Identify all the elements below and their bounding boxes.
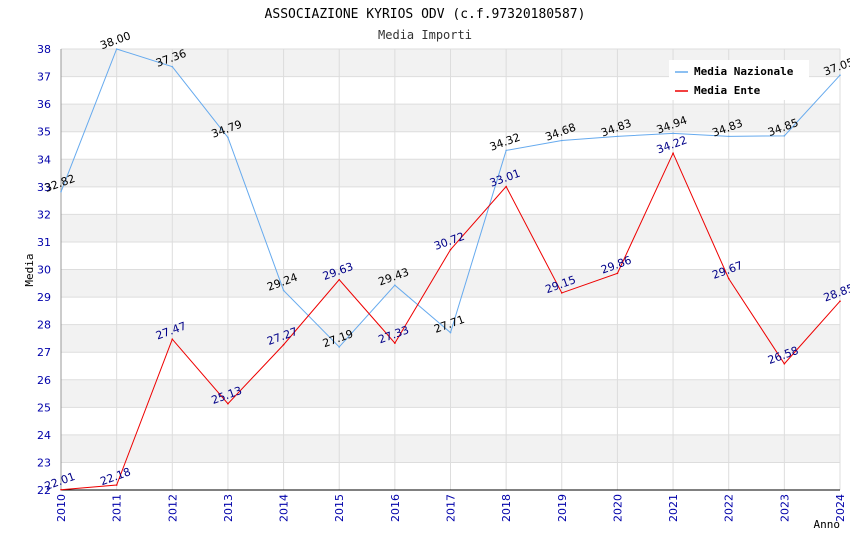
x-axis-ticks: 2010 2011 2012 2013 2014 2015 2016 2017 2018 2019… [55, 494, 847, 522]
data-point-media-nazionale [616, 135, 619, 138]
y-tick-label: 37 [37, 71, 51, 84]
y-tick-label: 34 [37, 153, 51, 166]
x-tick-label: 2012 [166, 494, 179, 522]
x-tick-label: 2018 [500, 494, 513, 522]
data-point-media-nazionale [839, 74, 841, 76]
y-tick-label: 38 [37, 43, 51, 56]
data-point-media-nazionale [505, 149, 507, 152]
data-point-media-nazionale [727, 135, 730, 138]
data-point-media-ente [727, 277, 730, 280]
data-point-media-nazionale [560, 139, 563, 142]
legend: Media Nazionale Media Ente [669, 60, 809, 100]
y-tick-label: 27 [37, 346, 51, 359]
data-point-media-ente [338, 278, 341, 281]
x-tick-label: 2020 [611, 494, 624, 522]
y-tick-label: 29 [37, 291, 51, 304]
x-tick-label: 2011 [111, 494, 124, 522]
x-tick-label: 2013 [222, 494, 235, 522]
data-point-media-nazionale [115, 48, 118, 50]
data-point-media-ente [227, 402, 229, 405]
data-point-media-ente [282, 343, 285, 346]
grid-lines [60, 48, 841, 491]
y-tick-label: 30 [37, 264, 51, 277]
y-tick-label: 26 [37, 374, 51, 387]
legend-box [669, 60, 809, 100]
x-tick-label: 2022 [723, 494, 736, 522]
x-tick-label: 2024 [834, 494, 847, 522]
data-point-media-nazionale [282, 289, 285, 292]
x-tick-label: 2014 [278, 494, 291, 522]
x-tick-label: 2023 [778, 494, 791, 522]
data-point-media-nazionale [394, 284, 396, 287]
data-point-media-nazionale [449, 331, 452, 334]
data-point-media-ente [449, 248, 452, 251]
data-point-media-nazionale [783, 135, 786, 137]
data-point-media-ente [839, 300, 841, 302]
y-tick-label: 31 [37, 236, 51, 249]
x-tick-label: 2015 [333, 494, 346, 522]
y-tick-label: 22 [37, 484, 51, 497]
y-tick-label: 32 [37, 208, 51, 221]
data-point-media-nazionale [338, 346, 341, 348]
legend-label-media-ente: Media Ente [694, 84, 761, 97]
x-tick-label: 2019 [556, 494, 569, 522]
chart-subtitle: Media Importi [378, 28, 472, 42]
x-tick-label: 2021 [667, 494, 680, 522]
y-tick-label: 33 [37, 181, 51, 194]
data-point-media-ente [171, 338, 174, 341]
data-point-media-ente [560, 292, 563, 294]
x-tick-label: 2017 [445, 494, 458, 522]
y-axis-ticks: 22 23 24 25 26 27 28 29 30 31 32 33 34 35 36 37 38 [37, 43, 51, 497]
data-point-media-ente [505, 185, 507, 188]
y-tick-label: 36 [37, 98, 51, 111]
data-point-media-ente [60, 488, 62, 491]
data-point-media-nazionale [171, 65, 174, 68]
legend-label-media-nazionale: Media Nazionale [694, 65, 794, 78]
y-tick-label: 24 [37, 429, 51, 442]
y-tick-label: 25 [37, 401, 51, 414]
data-point-media-ente [394, 342, 396, 344]
data-point-media-nazionale [672, 132, 674, 135]
y-tick-label: 28 [37, 319, 51, 332]
x-axis-label: Anno [814, 518, 841, 531]
data-point-media-nazionale [60, 190, 62, 193]
y-tick-label: 23 [37, 456, 51, 469]
data-point-media-ente [115, 484, 118, 486]
chart-title: ASSOCIAZIONE KYRIOS ODV (c.f.97320180587… [265, 7, 586, 22]
y-axis-label: Media [23, 253, 36, 286]
data-point-media-ente [616, 272, 619, 275]
series-lines [60, 48, 841, 491]
data-point-media-ente [672, 152, 674, 154]
y-tick-label: 35 [37, 126, 51, 139]
x-tick-label: 2016 [389, 494, 402, 522]
data-point-media-ente [783, 362, 786, 365]
x-tick-label: 2010 [55, 494, 68, 522]
data-point-media-nazionale [227, 136, 229, 139]
